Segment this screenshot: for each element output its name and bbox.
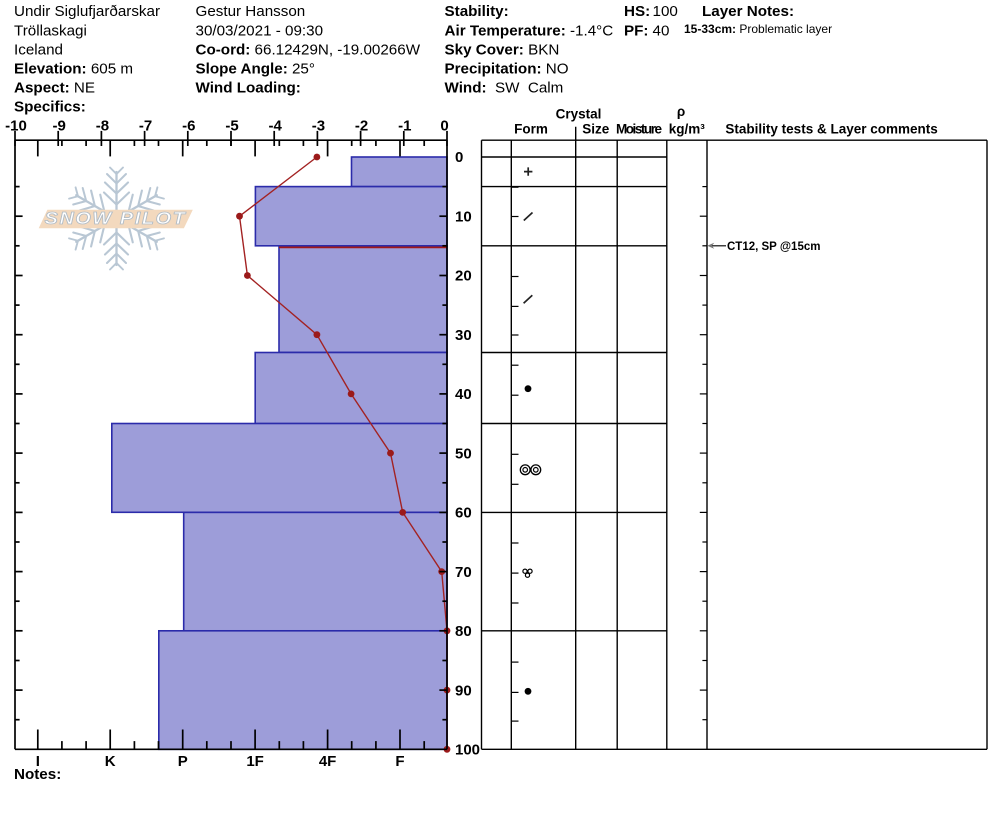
svg-text:-1: -1 (398, 118, 411, 135)
svg-text:Sky Cover: BKN: Sky Cover: BKN (445, 41, 560, 58)
svg-text:-8: -8 (96, 118, 109, 135)
svg-text:-9: -9 (53, 118, 66, 135)
svg-text:Stability tests & Layer commen: Stability tests & Layer comments (725, 122, 937, 137)
svg-text:15-33cm: Problematic layer: 15-33cm: Problematic layer (684, 22, 832, 36)
svg-text:10: 10 (455, 208, 472, 225)
svg-text:-5: -5 (225, 118, 238, 135)
svg-text:kg/m³: kg/m³ (669, 122, 706, 137)
svg-text:-6: -6 (182, 118, 195, 135)
svg-text:ρ: ρ (677, 104, 685, 119)
svg-text:Iceland: Iceland (14, 41, 63, 58)
svg-text:1F: 1F (246, 753, 264, 770)
svg-text:Notes:: Notes: (14, 766, 61, 783)
svg-text:Size: Size (582, 122, 610, 137)
svg-text:I: I (36, 753, 40, 770)
svg-text:100: 100 (455, 742, 480, 759)
svg-text:-7: -7 (139, 118, 152, 135)
svg-text:0: 0 (455, 149, 463, 166)
svg-text:30/03/2021 - 09:30: 30/03/2021 - 09:30 (196, 22, 324, 39)
svg-text:Stability:: Stability: (445, 3, 509, 20)
svg-text:80: 80 (455, 623, 472, 640)
svg-text:40: 40 (455, 386, 472, 403)
svg-text:-3: -3 (312, 118, 325, 135)
svg-text:Specifics:: Specifics: (14, 99, 86, 116)
svg-text:SNOW PILOT: SNOW PILOT (45, 209, 187, 229)
svg-text:-4: -4 (269, 118, 283, 135)
svg-text:Form: Form (514, 122, 548, 137)
svg-text:Undir Siglufjarðarskar: Undir Siglufjarðarskar (14, 3, 160, 20)
svg-text:Wind: SW Calm: Wind: SW Calm (445, 80, 564, 97)
svg-text:Wind Loading:: Wind Loading: (196, 80, 301, 97)
svg-text:Co-ord: 66.12429N, -19.00266W: Co-ord: 66.12429N, -19.00266W (196, 41, 421, 58)
svg-text:K: K (105, 753, 116, 770)
svg-text:Elevation: 605 m: Elevation: 605 m (14, 61, 133, 78)
svg-text:Slope Angle: 25°: Slope Angle: 25° (196, 61, 315, 78)
svg-text:Aspect: NE: Aspect: NE (14, 80, 95, 97)
svg-text:Tröllaskagi: Tröllaskagi (14, 22, 87, 39)
svg-text:-2: -2 (355, 118, 368, 135)
svg-text:PF:: PF: (624, 22, 648, 39)
svg-text:20: 20 (455, 268, 472, 285)
svg-text:Gestur Hansson: Gestur Hansson (196, 3, 306, 20)
svg-text:60: 60 (455, 505, 472, 522)
svg-text:Layer Notes:: Layer Notes: (702, 3, 794, 20)
svg-text:Air Temperature: -1.4°C: Air Temperature: -1.4°C (445, 22, 614, 39)
svg-text:70: 70 (455, 564, 472, 581)
svg-text:30: 30 (455, 327, 472, 344)
svg-text:0: 0 (440, 118, 448, 135)
svg-text:P: P (178, 753, 188, 770)
svg-text:Precipitation: NO: Precipitation: NO (445, 61, 569, 78)
svg-text:Moisture: Moisture (616, 122, 662, 137)
svg-text:4F: 4F (319, 753, 337, 770)
svg-text:100: 100 (653, 3, 678, 20)
svg-text:90: 90 (455, 682, 472, 699)
svg-text:F: F (395, 753, 404, 770)
svg-text:Crystal: Crystal (556, 107, 602, 122)
svg-text:40: 40 (653, 22, 670, 39)
svg-text:50: 50 (455, 445, 472, 462)
svg-text:-10: -10 (5, 118, 27, 135)
svg-text:HS:: HS: (624, 3, 650, 20)
svg-text:CT12, SP @15cm: CT12, SP @15cm (727, 241, 820, 253)
